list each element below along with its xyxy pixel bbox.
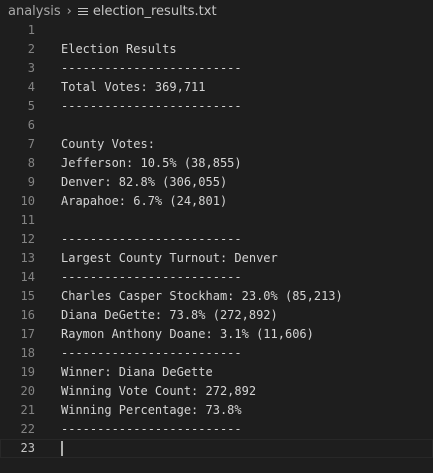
line-number: 7 xyxy=(27,137,35,151)
text-file-icon xyxy=(77,6,88,16)
line-text: ------------------------- xyxy=(61,61,242,75)
code-line[interactable]: 5 ------------------------- xyxy=(0,97,433,116)
code-line[interactable]: 7 County Votes: xyxy=(0,135,433,154)
line-text: ------------------------- xyxy=(61,270,242,284)
code-line[interactable]: 6 xyxy=(0,116,433,135)
line-number: 1 xyxy=(27,23,35,37)
line-number: 13 xyxy=(20,251,35,265)
line-text: Charles Casper Stockham: 23.0% (85,213) xyxy=(61,289,343,303)
line-text: Jefferson: 10.5% (38,855) xyxy=(61,156,242,170)
line-text: Largest County Turnout: Denver xyxy=(61,251,278,265)
line-text: Election Results xyxy=(61,42,177,56)
code-line[interactable]: 11 xyxy=(0,211,433,230)
code-line[interactable]: 20 Winning Vote Count: 272,892 xyxy=(0,382,433,401)
code-line-current[interactable]: 23 xyxy=(0,439,433,458)
chevron-right-icon: › xyxy=(66,3,72,19)
line-text: ------------------------- xyxy=(61,346,242,360)
code-line[interactable]: 10 Arapahoe: 6.7% (24,801) xyxy=(0,192,433,211)
line-text: Total Votes: 369,711 xyxy=(61,80,206,94)
code-area[interactable]: 1 2 Election Results 3 ---------------------… xyxy=(0,21,433,473)
code-line[interactable]: 22 ------------------------- xyxy=(0,420,433,439)
line-number: 14 xyxy=(20,270,35,284)
breadcrumb-folder[interactable]: analysis xyxy=(8,3,61,19)
line-number: 4 xyxy=(27,80,35,94)
line-text: ------------------------- xyxy=(61,422,242,436)
line-number: 2 xyxy=(27,42,35,56)
line-text: County Votes: xyxy=(61,137,155,151)
breadcrumb-file[interactable]: election_results.txt xyxy=(92,3,217,19)
line-text: Winning Vote Count: 272,892 xyxy=(61,384,257,398)
code-line[interactable]: 8 Jefferson: 10.5% (38,855) xyxy=(0,154,433,173)
code-line[interactable]: 16 Diana DeGette: 73.8% (272,892) xyxy=(0,306,433,325)
line-number: 5 xyxy=(27,99,35,113)
code-line[interactable]: 19 Winner: Diana DeGette xyxy=(0,363,433,382)
line-number: 19 xyxy=(20,365,35,379)
code-line[interactable]: 2 Election Results xyxy=(0,40,433,59)
text-cursor xyxy=(61,441,63,456)
line-number: 16 xyxy=(20,308,35,322)
line-number: 23 xyxy=(20,441,35,455)
code-line[interactable]: 1 xyxy=(0,21,433,40)
code-line[interactable]: 15 Charles Casper Stockham: 23.0% (85,213… xyxy=(0,287,433,306)
line-number: 12 xyxy=(20,232,35,246)
line-text: ------------------------- xyxy=(61,99,242,113)
code-line[interactable]: 9 Denver: 82.8% (306,055) xyxy=(0,173,433,192)
code-line[interactable]: 14 ------------------------- xyxy=(0,268,433,287)
line-number: 18 xyxy=(20,346,35,360)
line-number: 10 xyxy=(20,194,35,208)
line-text: Arapahoe: 6.7% (24,801) xyxy=(61,194,228,208)
code-line[interactable]: 17 Raymon Anthony Doane: 3.1% (11,606) xyxy=(0,325,433,344)
line-text: Raymon Anthony Doane: 3.1% (11,606) xyxy=(61,327,314,341)
line-number: 20 xyxy=(20,384,35,398)
code-line[interactable]: 13 Largest County Turnout: Denver xyxy=(0,249,433,268)
line-number: 6 xyxy=(27,118,35,132)
breadcrumb: analysis › election_results.txt xyxy=(0,0,433,22)
line-text: ------------------------- xyxy=(61,232,242,246)
line-text: Denver: 82.8% (306,055) xyxy=(61,175,228,189)
code-line[interactable]: 18 ------------------------- xyxy=(0,344,433,363)
line-number: 17 xyxy=(20,327,35,341)
line-text: Diana DeGette: 73.8% (272,892) xyxy=(61,308,278,322)
line-number: 3 xyxy=(27,61,35,75)
line-number: 15 xyxy=(20,289,35,303)
line-number: 11 xyxy=(20,213,35,227)
line-number: 9 xyxy=(27,175,35,189)
line-number: 22 xyxy=(20,422,35,436)
line-text: Winner: Diana DeGette xyxy=(61,365,213,379)
line-number: 21 xyxy=(20,403,35,417)
code-line[interactable]: 3 ------------------------- xyxy=(0,59,433,78)
line-number: 8 xyxy=(27,156,35,170)
line-text: Winning Percentage: 73.8% xyxy=(61,403,242,417)
code-line[interactable]: 21 Winning Percentage: 73.8% xyxy=(0,401,433,420)
code-line[interactable]: 12 ------------------------- xyxy=(0,230,433,249)
code-line[interactable]: 4 Total Votes: 369,711 xyxy=(0,78,433,97)
